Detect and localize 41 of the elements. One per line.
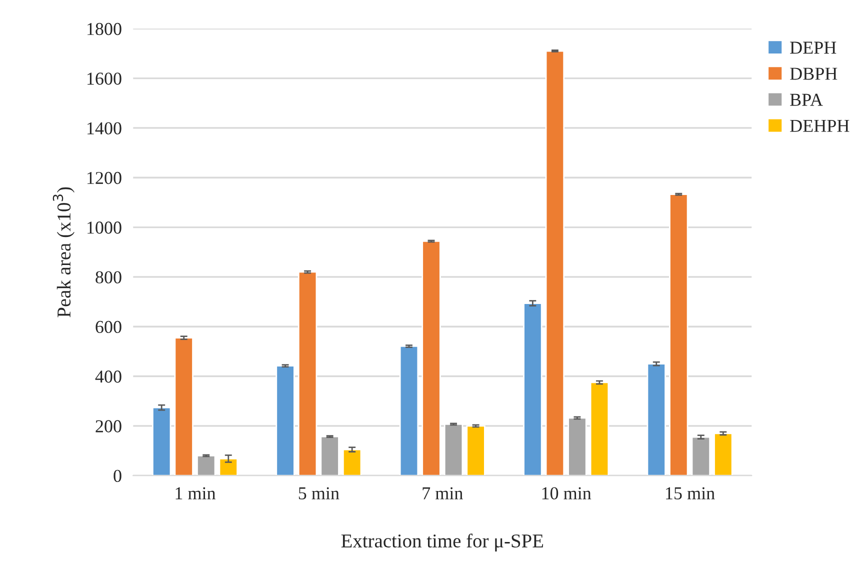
- bar: [669, 194, 688, 476]
- y-tick-label: 1600: [88, 72, 122, 85]
- bar: [568, 417, 587, 476]
- legend-label: BPA: [790, 94, 823, 106]
- bar: [646, 363, 666, 476]
- bar: [590, 382, 610, 476]
- y-tick-label: 800: [96, 271, 122, 284]
- x-tick-label: 5 min: [298, 487, 340, 500]
- y-tick-label: 400: [95, 370, 122, 383]
- bar: [218, 458, 238, 476]
- y-tick-label: 200: [96, 420, 122, 432]
- bar: [691, 436, 711, 476]
- y-tick-label: 600: [96, 320, 122, 334]
- bar: [174, 337, 194, 476]
- x-tick-label: 7 min: [422, 487, 463, 500]
- bar: [276, 365, 295, 476]
- bar: [342, 448, 362, 476]
- bar: [196, 455, 216, 476]
- bar: [422, 240, 441, 476]
- bar: [152, 406, 172, 476]
- y-tick-label: 1200: [88, 172, 122, 184]
- bar: [320, 436, 340, 476]
- bar: [298, 271, 318, 476]
- x-axis-title: Extraction time for μ-SPE: [341, 534, 544, 552]
- x-tick-label: 15 min: [666, 487, 715, 500]
- bar: [714, 432, 733, 476]
- legend-label: DEPH: [790, 42, 836, 54]
- y-axis-title: Peak area (x10$^{3}$): [52, 187, 75, 318]
- bar: [523, 302, 542, 476]
- bar: [466, 425, 486, 476]
- y-tick-label: 1800: [88, 22, 122, 36]
- x-tick-label: 10 min: [542, 487, 592, 500]
- y-tick-label: 1400: [88, 122, 122, 134]
- bar: [399, 346, 419, 476]
- legend-label: DEHPH: [790, 120, 850, 132]
- x-tick-label: 1 min: [176, 487, 216, 500]
- bar: [444, 423, 464, 476]
- y-tick-label: 1000: [88, 222, 122, 234]
- legend-label: DBPH: [790, 68, 838, 80]
- bar: [545, 50, 565, 476]
- y-tick-label: 0: [114, 470, 122, 482]
